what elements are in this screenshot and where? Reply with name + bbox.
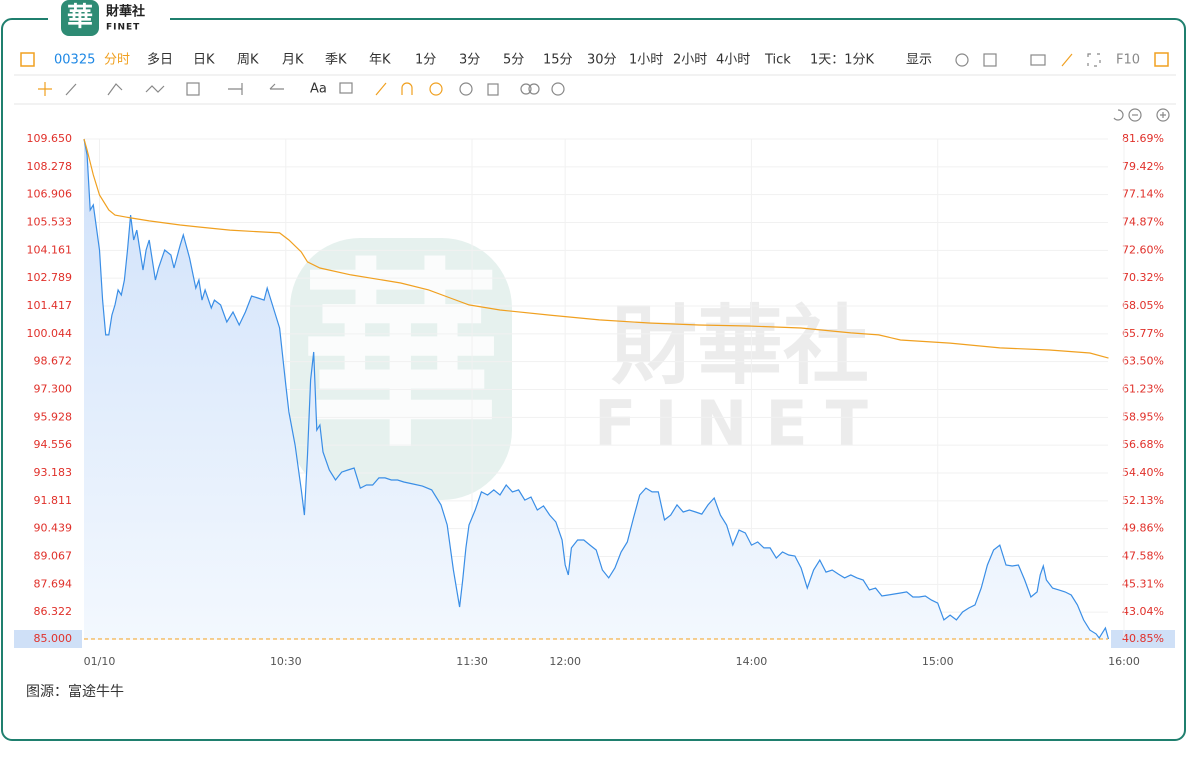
f10-button[interactable]: F10 — [1116, 53, 1140, 68]
period-tab[interactable]: 分时 — [104, 53, 130, 68]
y-tick-label: 91.811 — [34, 494, 73, 507]
period-tab[interactable]: 月K — [282, 53, 304, 68]
area — [84, 139, 1109, 639]
y2-tick-label: 52.13% — [1122, 494, 1164, 507]
y2-tick-label: 56.68% — [1122, 438, 1164, 451]
period-tab[interactable]: 5分 — [503, 53, 524, 68]
y2-tick-label: 70.32% — [1122, 271, 1164, 284]
x-tick-label: 12:00 — [549, 655, 581, 668]
font-tool[interactable]: Aa — [310, 82, 327, 97]
watermark: 華 財華社 FINET — [290, 238, 886, 500]
period-tab[interactable]: 日K — [193, 53, 215, 68]
brand-en: FINET — [106, 23, 140, 33]
period-tab[interactable]: 1小时 — [629, 53, 663, 68]
x-tick-label: 14:00 — [736, 655, 768, 668]
y-tick-label: 98.672 — [34, 355, 73, 368]
y-tick-label: 95.928 — [34, 410, 73, 423]
line — [83, 138, 1109, 359]
y2-tick-label: 45.31% — [1122, 577, 1164, 590]
y-tick-label: 106.906 — [27, 188, 73, 201]
period-tab[interactable]: 年K — [369, 53, 391, 68]
y-tick-label: 86.322 — [34, 605, 73, 618]
label-highlight — [1111, 630, 1175, 648]
y-tick-label: 101.417 — [27, 299, 73, 312]
y2-tick-label: 40.85% — [1122, 632, 1164, 645]
y-tick-label: 90.439 — [34, 522, 73, 535]
y-tick-label: 104.161 — [27, 243, 73, 256]
period-tab[interactable]: 周K — [237, 53, 259, 68]
period-tab[interactable]: 30分 — [587, 53, 617, 68]
watermark-seal-bg — [290, 238, 512, 500]
x-tick-label: 15:00 — [922, 655, 954, 668]
y2-tick-label: 72.60% — [1122, 243, 1164, 256]
watermark-seal: 華 — [301, 242, 501, 475]
y2-tick-label: 43.04% — [1122, 605, 1164, 618]
y-tick-label: 87.694 — [34, 577, 73, 590]
source: 图源：富途牛牛 — [26, 683, 124, 700]
label-highlight — [14, 630, 82, 648]
period-tab[interactable]: 多日 — [147, 52, 173, 68]
panel-icon[interactable] — [1154, 52, 1169, 67]
y2-tick-label: 74.87% — [1122, 215, 1164, 228]
watermark-text-en: FINET — [594, 387, 886, 460]
x-tick-label: 11:30 — [456, 655, 488, 668]
x-tick-label: 10:30 — [270, 655, 302, 668]
y-tick-label: 102.789 — [27, 271, 73, 284]
period-tab[interactable]: 3分 — [459, 53, 480, 68]
x-tick-label: 16:00 — [1108, 655, 1140, 668]
y-tick-label: 108.278 — [27, 160, 73, 173]
period-tab[interactable]: 季K — [325, 53, 347, 68]
y-tick-label: 89.067 — [34, 550, 73, 563]
y2-tick-label: 58.95% — [1122, 410, 1164, 423]
y-tick-label: 85.000 — [34, 632, 73, 645]
x-tick-label: 01/10 — [84, 655, 116, 668]
stock-code[interactable]: 00325 — [54, 53, 95, 68]
y2-tick-label: 65.77% — [1122, 327, 1164, 340]
y2-tick-label: 81.69% — [1122, 132, 1164, 145]
period-tab[interactable]: 2小时 — [673, 53, 707, 68]
y2-tick-label: 79.42% — [1122, 160, 1164, 173]
y2-tick-label: 47.58% — [1122, 550, 1164, 563]
y2-tick-label: 54.40% — [1122, 466, 1164, 479]
y2-tick-label: 49.86% — [1122, 522, 1164, 535]
period-tab[interactable]: 4小时 — [716, 53, 750, 68]
display-select[interactable]: 显示 — [906, 53, 932, 68]
brand: 財華社 — [105, 4, 145, 20]
period-tab[interactable]: Tick — [764, 53, 791, 68]
logo-char: 華 — [67, 3, 93, 33]
y2-tick-label: 68.05% — [1122, 299, 1164, 312]
logo-badge — [61, 0, 99, 36]
interval-select[interactable]: 1天：1分K — [810, 53, 875, 68]
y-tick-label: 109.650 — [27, 132, 73, 145]
period-tab[interactable]: 15分 — [543, 53, 573, 68]
panel-icon[interactable] — [20, 52, 35, 67]
toolbar-icons — [38, 53, 1170, 122]
y-tick-label: 97.300 — [34, 383, 73, 396]
y2-tick-label: 77.14% — [1122, 188, 1164, 201]
line — [83, 138, 1110, 640]
y2-tick-label: 63.50% — [1122, 355, 1164, 368]
y2-tick-label: 61.23% — [1122, 382, 1164, 395]
period-tab[interactable]: 1分 — [415, 53, 436, 68]
y-tick-label: 100.044 — [27, 327, 73, 340]
y-tick-label: 93.183 — [34, 466, 73, 479]
watermark-text: 財華社 — [611, 296, 869, 396]
y-tick-label: 94.556 — [34, 438, 73, 451]
y-tick-label: 105.533 — [27, 216, 73, 229]
